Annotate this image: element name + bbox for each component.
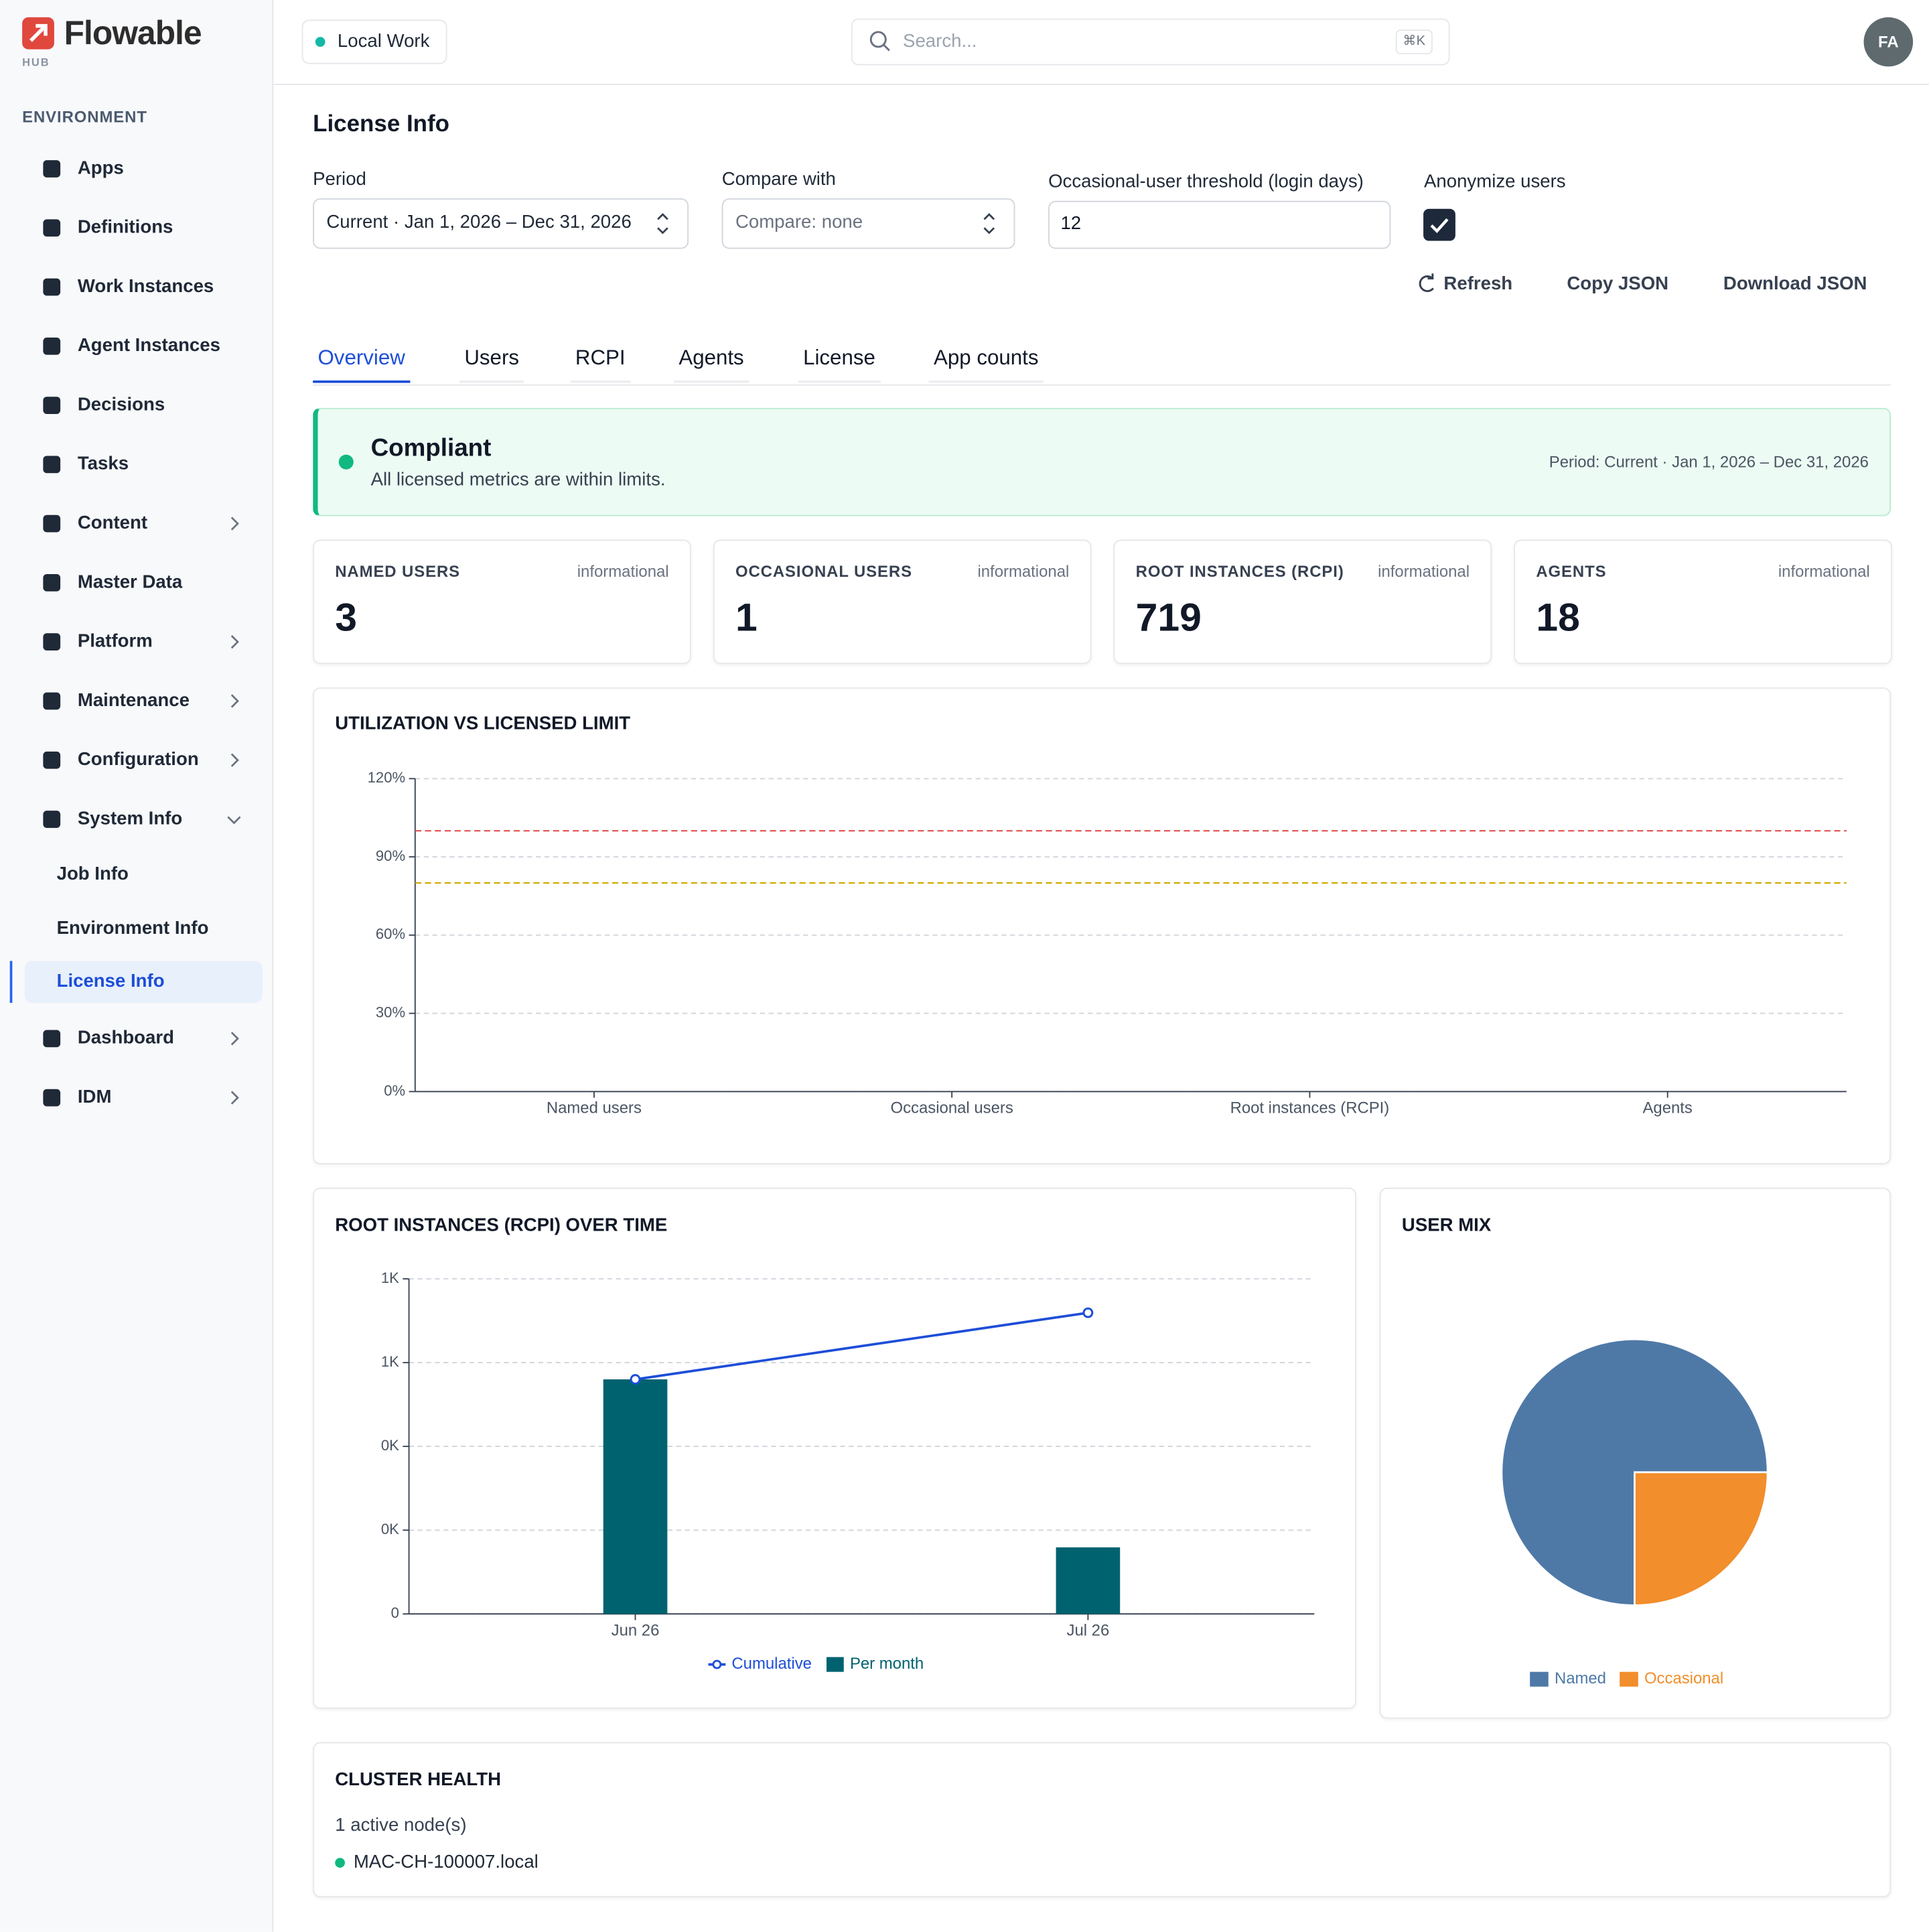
action-button[interactable]: Download JSON [1723, 273, 1867, 295]
filter-label: Period [313, 168, 366, 190]
tabs-border [313, 384, 1891, 386]
status-period: Period: Current · Jan 1, 2026 – Dec 31, … [1549, 452, 1869, 471]
nav-item[interactable]: Decisions [77, 394, 165, 415]
stat-value: 3 [335, 594, 357, 640]
action-button[interactable]: Refresh [1443, 273, 1513, 295]
nav-item[interactable]: Dashboard [77, 1027, 174, 1049]
action-button[interactable]: Copy JSON [1567, 273, 1669, 295]
nav-item[interactable]: Master Data [77, 571, 183, 593]
stat-value: 719 [1135, 594, 1202, 640]
stat-tag: informational [1378, 562, 1470, 581]
tab[interactable]: Agents [673, 346, 749, 384]
nav-sub-item[interactable]: License Info [56, 971, 165, 992]
tab[interactable]: License [798, 346, 881, 384]
stat-tag: informational [577, 562, 669, 581]
stat-label: NAMED USERS [335, 562, 461, 581]
nav-item[interactable]: Maintenance [77, 689, 190, 711]
threshold-value: 12 [1060, 213, 1082, 234]
stat-card [313, 539, 691, 665]
shortcut-box [1395, 29, 1433, 54]
checkmark [1430, 218, 1449, 234]
brand-sub: HUB [22, 56, 50, 69]
workspace: Local Work [337, 30, 430, 52]
nav-item[interactable]: Definitions [77, 216, 173, 238]
checkbox [1423, 208, 1455, 241]
nav-item[interactable]: System Info [77, 808, 183, 829]
status-banner [313, 407, 1891, 516]
filter-label: Anonymize users [1423, 171, 1566, 192]
chart-title: UTILIZATION VS LICENSED LIMIT [335, 713, 631, 735]
chart-title: USER MIX [1401, 1215, 1492, 1236]
nav-item[interactable]: Apps [77, 157, 124, 179]
stat-card [713, 539, 1092, 665]
nav-item[interactable]: IDM [77, 1087, 112, 1108]
nav-sub-item[interactable]: Job Info [56, 864, 129, 885]
nav-sub-item[interactable]: Environment Info [56, 917, 209, 939]
cluster-card [313, 1742, 1891, 1898]
tab[interactable]: RCPI [570, 346, 630, 384]
stat-value: 1 [735, 594, 758, 640]
filter-label: Compare with [721, 168, 836, 190]
stat-card [1113, 539, 1492, 665]
nav-item[interactable]: Platform [77, 630, 153, 652]
stat-tag: informational [977, 562, 1070, 581]
search-placeholder: Search... [903, 30, 977, 52]
stat-tag: informational [1778, 562, 1870, 581]
brand-name: Flowable [64, 14, 202, 52]
stat-value: 18 [1536, 594, 1580, 640]
card-title: CLUSTER HEALTH [335, 1769, 501, 1791]
tab[interactable]: Overview [313, 346, 411, 384]
threshold-input[interactable] [1048, 200, 1391, 249]
period-value: Current · Jan 1, 2026 – Dec 31, 2026 [326, 212, 632, 233]
stat-card [1514, 539, 1892, 665]
search-box[interactable] [851, 18, 1450, 66]
status-title: Compliant [370, 435, 492, 462]
nav-item[interactable]: Content [77, 512, 148, 534]
nav-item[interactable]: Agent Instances [77, 335, 220, 356]
nav-item[interactable]: Tasks [77, 453, 129, 475]
nav-active-bar [9, 961, 13, 1004]
sidebar-section: ENVIRONMENT [22, 107, 147, 126]
page-title: License Info [313, 111, 450, 138]
cluster-node: MAC-CH-100007.local [353, 1852, 539, 1873]
chart-card [313, 1187, 1356, 1709]
chart-card [313, 687, 1891, 1164]
compare-placeholder: Compare: none [735, 212, 863, 233]
stat-label: OCCASIONAL USERS [735, 562, 912, 581]
chart-card [1379, 1187, 1891, 1719]
filter-label: Occasional-user threshold (login days) [1048, 171, 1364, 192]
chart-title: ROOT INSTANCES (RCPI) OVER TIME [335, 1215, 668, 1236]
tab[interactable]: Users [459, 346, 524, 384]
stat-label: AGENTS [1536, 562, 1607, 581]
cluster-summary: 1 active node(s) [335, 1814, 467, 1836]
nav-item[interactable]: Configuration [77, 749, 199, 770]
refresh-icon [1419, 273, 1434, 292]
status-message: All licensed metrics are within limits. [370, 469, 666, 490]
stat-label: ROOT INSTANCES (RCPI) [1135, 562, 1344, 581]
avatar-initials[interactable]: FA [1878, 32, 1899, 51]
compare-select[interactable] [721, 198, 1015, 249]
top-bar [273, 0, 1929, 85]
tab[interactable]: App counts [928, 346, 1044, 384]
workspace-pill[interactable] [301, 19, 447, 64]
period-select[interactable] [313, 198, 689, 249]
nav-active-bg [24, 961, 263, 1004]
shortcut: ⌘K [1403, 33, 1426, 49]
nav-item[interactable]: Work Instances [77, 275, 214, 297]
